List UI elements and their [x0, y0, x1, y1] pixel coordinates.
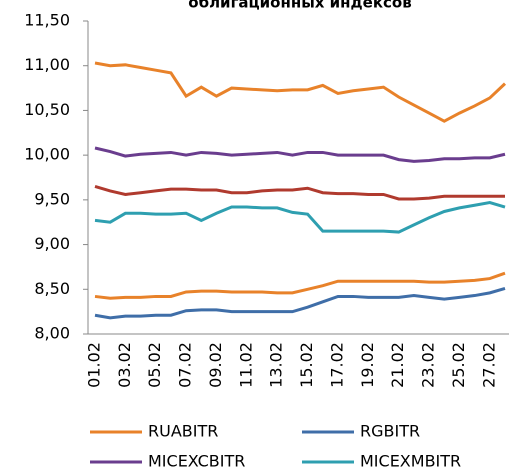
series-line — [94, 146, 506, 163]
x-tick-label: 21.02 — [388, 342, 407, 388]
x-tick-label: 03.02 — [115, 342, 134, 388]
series-line — [94, 286, 506, 320]
x-tick-label: 07.02 — [176, 342, 195, 388]
legend-label: RUABITR — [148, 422, 218, 441]
x-tick-label: 11.02 — [236, 342, 255, 388]
x-tick-label: 01.02 — [85, 342, 104, 388]
x-tick-label: 23.02 — [419, 342, 438, 388]
series-line — [94, 61, 507, 123]
y-tick-label: 9,50 — [34, 189, 70, 208]
y-tick-label: 11,00 — [24, 55, 70, 74]
y-tick-label: 8,00 — [34, 324, 70, 343]
x-tick-label: 25.02 — [449, 342, 468, 388]
y-tick-label: 8,50 — [34, 279, 70, 298]
x-tick-label: 13.02 — [267, 342, 286, 388]
legend-label: RGBITR — [360, 422, 420, 441]
y-tick-label: 11,50 — [24, 11, 70, 30]
x-tick-label: 05.02 — [145, 342, 164, 388]
series-line — [94, 201, 506, 234]
x-tick-label: 09.02 — [206, 342, 225, 388]
x-tick-label: 15.02 — [297, 342, 316, 388]
y-tick-label: 10,50 — [24, 100, 70, 119]
y-tick-label: 9,00 — [34, 234, 70, 253]
x-tick-label: 17.02 — [327, 342, 346, 388]
x-tick-label: 19.02 — [358, 342, 377, 388]
chart-title: облигационных индексов — [188, 0, 411, 12]
series-line — [94, 271, 506, 300]
legend-label: MICEXCBITR — [148, 452, 245, 471]
series-line — [94, 185, 505, 201]
legend-label: MICEXMBITR — [360, 452, 461, 471]
y-tick-label: 10,00 — [24, 145, 70, 164]
x-tick-label: 27.02 — [479, 342, 498, 388]
